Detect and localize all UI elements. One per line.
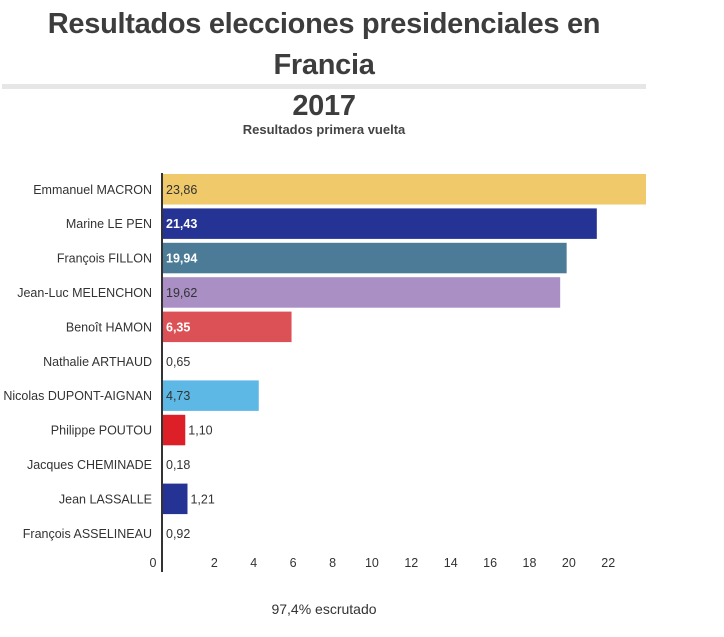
value-label: 0,92 bbox=[166, 527, 190, 541]
category-label: Jean LASSALLE bbox=[59, 492, 152, 506]
bar bbox=[163, 311, 292, 343]
x-tick-label: 4 bbox=[250, 556, 257, 570]
bar bbox=[163, 174, 646, 205]
category-label: François ASSELINEAU bbox=[23, 527, 152, 541]
category-label: Benoît HAMON bbox=[66, 320, 152, 334]
chart-title: Resultados primera vuelta bbox=[242, 122, 406, 137]
value-label: 23,86 bbox=[166, 183, 197, 197]
category-label: Marine LE PEN bbox=[66, 217, 152, 231]
bars-layer bbox=[163, 174, 646, 515]
value-label: 6,35 bbox=[166, 320, 190, 334]
x-tick-label: 8 bbox=[329, 556, 336, 570]
bar bbox=[163, 483, 188, 515]
x-tick-label: 2 bbox=[211, 556, 218, 570]
category-label: François FILLON bbox=[57, 252, 152, 266]
category-label: Jean-Luc MELENCHON bbox=[17, 286, 152, 300]
category-label: Emmanuel MACRON bbox=[33, 183, 152, 197]
x-tick-label: 20 bbox=[562, 556, 576, 570]
category-label: Philippe POUTOU bbox=[51, 424, 152, 438]
x-tick-label: 16 bbox=[483, 556, 497, 570]
x-tick-label: 0 bbox=[150, 556, 157, 570]
x-tick-label: 22 bbox=[601, 556, 615, 570]
bar bbox=[163, 208, 597, 239]
x-tick-label: 18 bbox=[523, 556, 537, 570]
page-title-line2: 2017 bbox=[292, 90, 356, 122]
title-divider bbox=[2, 84, 646, 89]
category-label: Jacques CHEMINADE bbox=[27, 458, 152, 472]
footnote-escrutado: 97,4% escrutado bbox=[271, 601, 377, 617]
value-label: 0,65 bbox=[166, 355, 190, 369]
x-tick-label: 6 bbox=[290, 556, 297, 570]
value-label: 1,10 bbox=[188, 424, 212, 438]
value-label: 19,62 bbox=[166, 286, 197, 300]
x-tick-label: 14 bbox=[444, 556, 458, 570]
category-labels: Emmanuel MACRON Marine LE PEN François FIL… bbox=[3, 183, 152, 541]
x-tick-label: 12 bbox=[404, 556, 418, 570]
category-label: Nathalie ARTHAUD bbox=[43, 355, 152, 369]
value-labels: 23,86 21,43 19,94 19,62 6,35 0,65 4,73 1,10 0,18… bbox=[166, 183, 215, 541]
page-title: Resultados elecciones presidenciales en … bbox=[0, 4, 648, 127]
bar bbox=[163, 414, 186, 446]
value-label: 19,94 bbox=[166, 252, 197, 266]
x-axis-ticks: 0 2 4 6 8 10 12 14 16 18 20 22 bbox=[150, 556, 616, 570]
page-title-line1: Resultados elecciones presidenciales en … bbox=[47, 8, 601, 81]
category-label: Nicolas DUPONT-AIGNAN bbox=[3, 389, 152, 403]
value-label: 21,43 bbox=[166, 217, 197, 231]
value-label: 0,18 bbox=[166, 458, 190, 472]
bar bbox=[163, 242, 567, 274]
value-label: 1,21 bbox=[190, 492, 214, 506]
bar bbox=[163, 277, 561, 308]
bar bbox=[163, 380, 259, 411]
value-label: 4,73 bbox=[166, 389, 190, 403]
x-tick-label: 10 bbox=[365, 556, 379, 570]
